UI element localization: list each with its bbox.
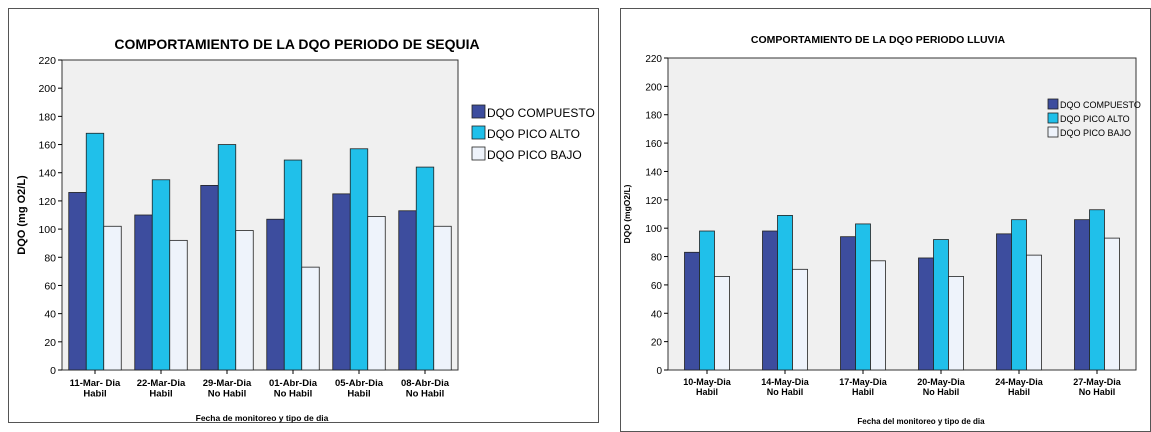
bar-pico-alto <box>217 144 237 371</box>
chart-title: COMPORTAMIENTO DE LA DQO PERIODO LLUVIA <box>751 34 1006 46</box>
y-tick-label: 140 <box>645 167 662 178</box>
legend-swatch <box>1047 112 1059 124</box>
bar-pico-alto <box>777 215 793 371</box>
bar-pico-bajo <box>714 275 730 371</box>
bar-compuesto <box>1074 219 1090 371</box>
bar-pico-bajo <box>367 216 386 371</box>
bar-compuesto <box>398 210 417 371</box>
legend-label: DQO COMPUESTO <box>1060 100 1141 110</box>
bar-pico-bajo <box>792 268 808 371</box>
chart-panel-lluvia: 0 20 40 60 80 100 120 140 160 180 200 220 10-May-Dia… <box>616 0 1151 432</box>
x-tick-label: 22-Mar-Dia Habil <box>137 378 186 400</box>
x-axis-label: Fecha de monitoreo y tipo de dia <box>196 413 329 423</box>
y-axis-label: DQO (mgO2/L) <box>622 184 632 243</box>
bar-compuesto <box>840 236 856 371</box>
y-tick-label: 0 <box>656 366 662 377</box>
bar-pico-alto <box>349 148 369 371</box>
y-tick-label: 120 <box>645 196 662 207</box>
y-tick-label: 160 <box>645 139 662 150</box>
x-tick-label: 14-May-Dia No Habil <box>761 377 810 397</box>
plot-area <box>61 59 459 371</box>
chart-panel-sequia: 0 20 40 60 80 100 120 140 160 180 200 220 11-Mar- Di… <box>8 8 599 423</box>
legend-swatch <box>1047 98 1059 110</box>
y-tick-label: 60 <box>651 281 663 292</box>
x-tick-label: 17-May-Dia Habil <box>839 377 888 397</box>
bar-pico-bajo <box>301 266 320 371</box>
bar-pico-bajo <box>948 275 964 371</box>
bar-compuesto <box>684 251 700 371</box>
bar-compuesto <box>918 257 934 371</box>
y-tick-label: 100 <box>645 224 662 235</box>
y-tick-label: 20 <box>651 338 663 349</box>
bar-pico-alto <box>151 179 171 371</box>
y-tick-label: 0 <box>50 365 56 377</box>
legend-label: DQO COMPUESTO <box>487 106 595 120</box>
bar-pico-alto <box>855 223 871 371</box>
y-tick-label: 100 <box>38 224 56 236</box>
legend-label: DQO PICO BAJO <box>1060 128 1131 138</box>
y-tick-label: 80 <box>44 252 56 264</box>
legend-swatch <box>471 146 486 161</box>
bar-pico-bajo <box>870 260 886 371</box>
y-tick-label: 200 <box>38 83 56 95</box>
x-tick-label: 24-May-Dia Habil <box>995 377 1044 397</box>
bar-compuesto <box>200 185 219 371</box>
legend-label: DQO PICO ALTO <box>1060 114 1130 124</box>
x-tick-label: 20-May-Dia No Habil <box>917 377 966 397</box>
legend-label: DQO PICO BAJO <box>487 148 582 162</box>
bar-pico-bajo <box>1026 254 1042 371</box>
bar-pico-alto <box>933 239 949 371</box>
bar-pico-bajo <box>1104 237 1120 371</box>
y-tick-label: 220 <box>645 54 662 65</box>
bar-compuesto <box>266 218 285 371</box>
y-tick-label: 180 <box>645 111 662 122</box>
chart-sequia: 0 20 40 60 80 100 120 140 160 180 200 220 11-Mar- Di… <box>8 8 599 423</box>
x-tick-label: 11-Mar- Dia Habil <box>70 378 121 400</box>
bar-compuesto <box>332 193 351 371</box>
bar-compuesto <box>996 233 1012 371</box>
y-tick-label: 40 <box>44 309 56 321</box>
legend-swatch <box>1047 126 1059 138</box>
x-tick-label: 08-Abr-Dia No Habil <box>401 378 450 400</box>
plot-area <box>667 57 1137 371</box>
bar-compuesto <box>68 192 87 371</box>
legend-label: DQO PICO ALTO <box>487 127 580 141</box>
legend-swatch <box>471 104 486 119</box>
chart-lluvia: 0 20 40 60 80 100 120 140 160 180 200 220 10-May-Dia… <box>620 8 1151 432</box>
x-axis-label: Fecha del monitoreo y tipo de dia <box>857 417 985 426</box>
bar-pico-alto <box>1089 209 1105 371</box>
y-axis-label: DQO (mg O2/L) <box>16 175 28 255</box>
x-tick-label: 27-May-Dia No Habil <box>1073 377 1122 397</box>
bar-pico-bajo <box>103 225 122 371</box>
bar-pico-bajo <box>235 230 254 371</box>
x-tick-label: 05-Abr-Dia Habil <box>335 378 384 400</box>
y-tick-label: 80 <box>651 253 663 264</box>
y-tick-label: 160 <box>38 140 56 152</box>
y-tick-label: 220 <box>38 55 56 67</box>
bar-pico-alto <box>283 159 303 371</box>
bar-pico-alto <box>415 166 435 371</box>
bar-pico-alto <box>699 230 715 371</box>
x-tick-label: 29-Mar-Dia No Habil <box>203 378 252 400</box>
bar-compuesto <box>762 230 778 371</box>
panel-border <box>8 8 599 423</box>
x-tick-label: 01-Abr-Dia No Habil <box>269 378 318 400</box>
bar-compuesto <box>134 214 153 371</box>
y-tick-label: 20 <box>44 337 56 349</box>
y-tick-label: 40 <box>651 309 663 320</box>
x-tick-label: 10-May-Dia Habil <box>683 377 732 397</box>
bar-pico-alto <box>1011 219 1027 371</box>
bar-pico-bajo <box>169 239 188 371</box>
y-tick-label: 200 <box>645 82 662 93</box>
bar-pico-bajo <box>433 225 452 371</box>
legend-swatch <box>471 125 486 140</box>
y-tick-label: 60 <box>44 280 56 292</box>
y-tick-label: 120 <box>38 196 56 208</box>
bar-pico-alto <box>85 132 105 371</box>
chart-title: COMPORTAMIENTO DE LA DQO PERIODO DE SEQU… <box>114 36 479 52</box>
y-tick-label: 180 <box>38 111 56 123</box>
y-tick-label: 140 <box>38 168 56 180</box>
